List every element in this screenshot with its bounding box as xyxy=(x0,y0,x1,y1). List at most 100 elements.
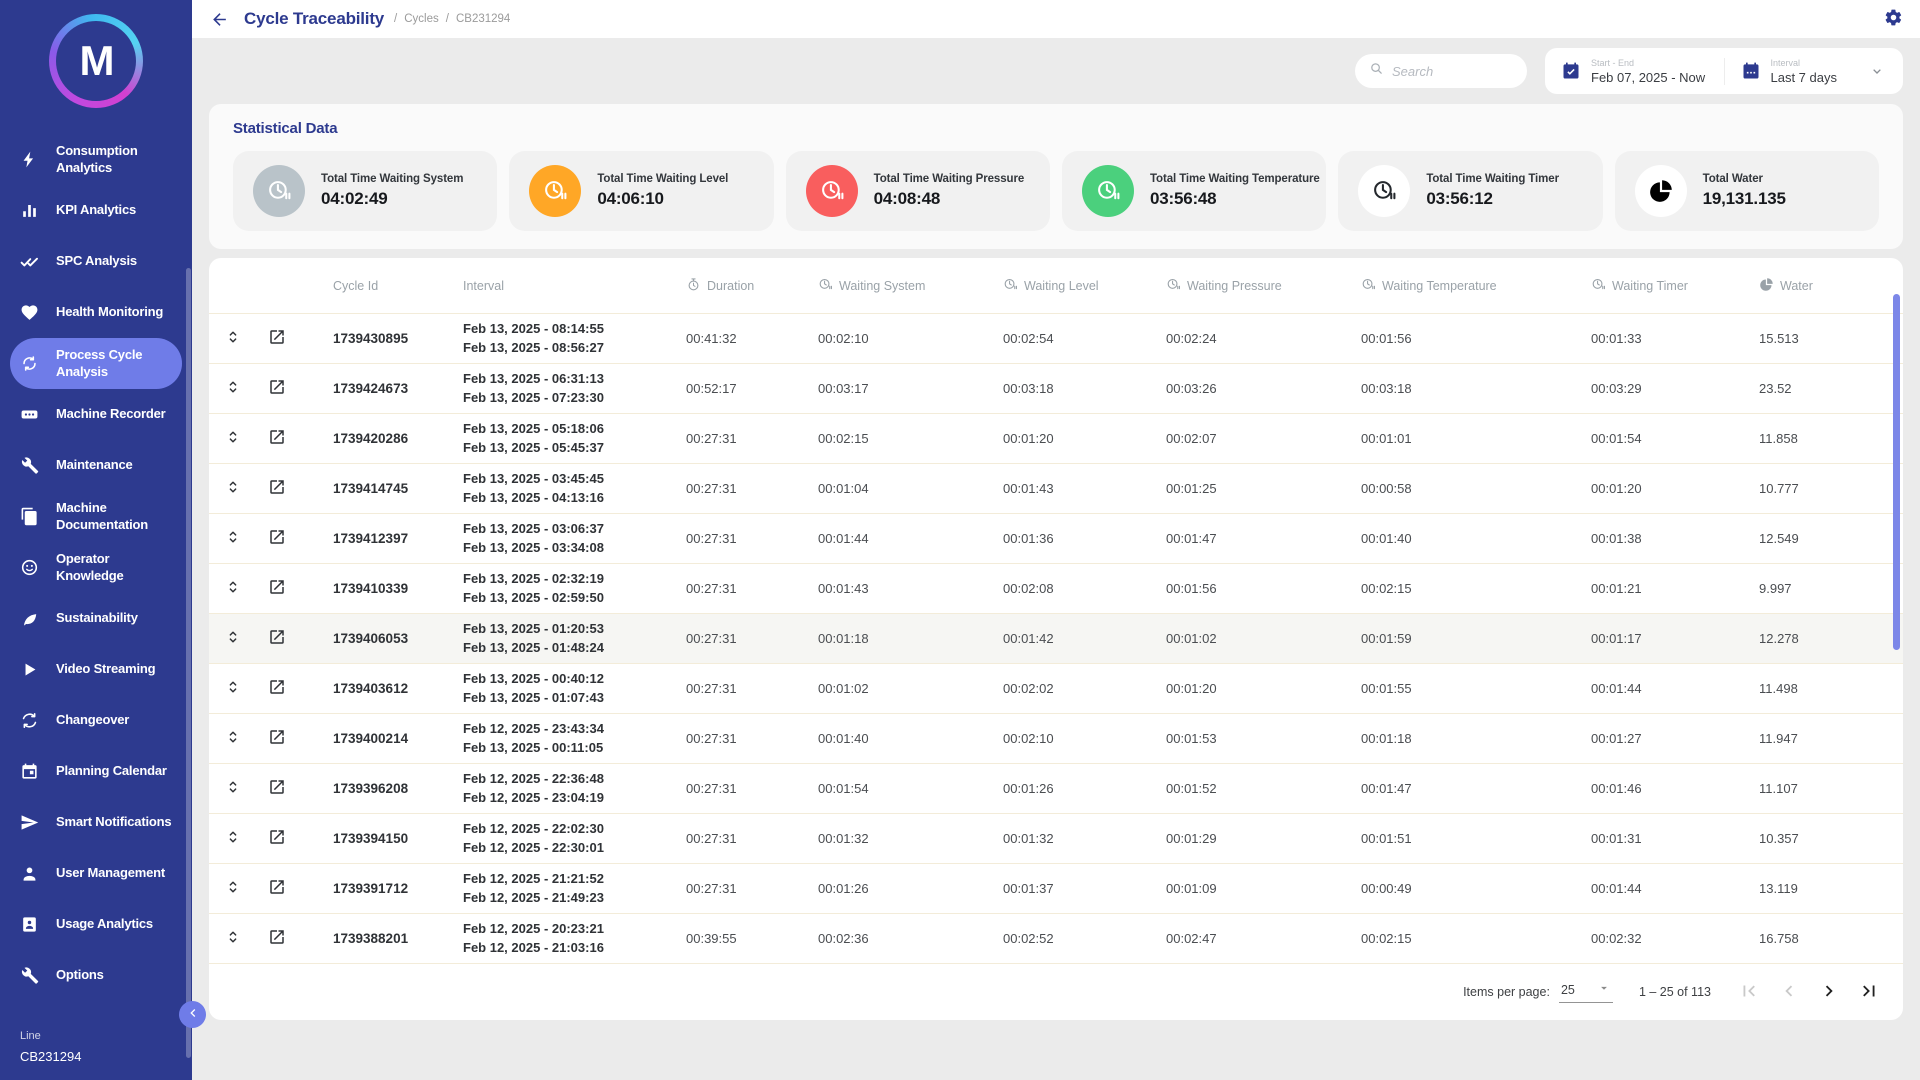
table-row[interactable]: 1739391712 Feb 12, 2025 - 21:21:52 Feb 1… xyxy=(209,864,1903,914)
open-cycle-button[interactable] xyxy=(264,526,290,552)
interval-end: Feb 13, 2025 - 05:45:37 xyxy=(463,439,604,455)
open-cycle-button[interactable] xyxy=(264,926,290,952)
open-cycle-button[interactable] xyxy=(264,776,290,802)
open-cycle-button[interactable] xyxy=(264,426,290,452)
table-row[interactable]: 1739424673 Feb 13, 2025 - 06:31:13 Feb 1… xyxy=(209,364,1903,414)
open-cycle-button[interactable] xyxy=(264,626,290,652)
table-scrollbar[interactable] xyxy=(1893,294,1900,650)
interval-start: Feb 13, 2025 - 05:18:06 xyxy=(463,420,604,436)
open-cycle-button[interactable] xyxy=(264,826,290,852)
interval-end: Feb 13, 2025 - 03:34:08 xyxy=(463,539,604,555)
cell-interval: Feb 13, 2025 - 03:06:37 Feb 13, 2025 - 0… xyxy=(459,520,669,558)
sidebar-item-changeover[interactable]: Changeover xyxy=(10,695,182,746)
expand-row-button[interactable] xyxy=(220,526,246,552)
interval-select[interactable]: Interval Last 7 days xyxy=(1723,57,1904,85)
search-input[interactable] xyxy=(1392,63,1515,79)
cell-waiting-system: 00:02:15 xyxy=(818,431,869,446)
sidebar-item-spc-analysis[interactable]: SPC Analysis xyxy=(10,236,182,287)
unfold-more-icon xyxy=(224,778,242,799)
pagination-buttons xyxy=(1737,980,1881,1004)
expand-row-button[interactable] xyxy=(220,676,246,702)
sidebar-item-planning-calendar[interactable]: Planning Calendar xyxy=(10,746,182,797)
open-cycle-button[interactable] xyxy=(264,376,290,402)
open-cycle-button[interactable] xyxy=(264,476,290,502)
sidebar-collapse-button[interactable] xyxy=(179,1001,206,1028)
filter-toolbar: Start - End Feb 07, 2025 - Now Interval … xyxy=(209,38,1903,104)
operator-icon xyxy=(20,558,56,577)
breadcrumb-cycles[interactable]: Cycles xyxy=(404,13,439,25)
column-header-waiting-pressure: Waiting Pressure xyxy=(1154,277,1349,295)
cell-waiting-level: 00:01:43 xyxy=(1003,481,1054,496)
first-page-button[interactable] xyxy=(1737,980,1761,1004)
wrench-icon xyxy=(20,456,56,475)
open-cycle-button[interactable] xyxy=(264,876,290,902)
table-row[interactable]: 1739420286 Feb 13, 2025 - 05:18:06 Feb 1… xyxy=(209,414,1903,464)
last-page-button[interactable] xyxy=(1857,980,1881,1004)
send-icon xyxy=(20,813,56,832)
expand-row-button[interactable] xyxy=(220,776,246,802)
sidebar-item-maintenance[interactable]: Maintenance xyxy=(10,440,182,491)
open-cycle-button[interactable] xyxy=(264,676,290,702)
sidebar-item-user-management[interactable]: User Management xyxy=(10,848,182,899)
sidebar-item-smart-notifications[interactable]: Smart Notifications xyxy=(10,797,182,848)
open-cycle-button[interactable] xyxy=(264,326,290,352)
open-cycle-button[interactable] xyxy=(264,576,290,602)
expand-row-button[interactable] xyxy=(220,326,246,352)
table-row[interactable]: 1739394150 Feb 12, 2025 - 22:02:30 Feb 1… xyxy=(209,814,1903,864)
previous-page-button[interactable] xyxy=(1777,980,1801,1004)
date-range-picker[interactable]: Start - End Feb 07, 2025 - Now xyxy=(1545,58,1724,85)
open-in-new-icon xyxy=(268,728,286,749)
expand-row-button[interactable] xyxy=(220,726,246,752)
cell-waiting-timer: 00:01:20 xyxy=(1591,481,1642,496)
bar-chart-icon xyxy=(20,201,56,220)
sidebar-item-sustainability[interactable]: Sustainability xyxy=(10,593,182,644)
table-row[interactable]: 1739388201 Feb 12, 2025 - 20:23:21 Feb 1… xyxy=(209,914,1903,964)
unfold-more-icon xyxy=(224,878,242,899)
cell-cycle-id: 1739391712 xyxy=(333,881,409,896)
cell-waiting-pressure: 00:01:56 xyxy=(1166,581,1217,596)
sidebar-item-operator-knowledge[interactable]: Operator Knowledge xyxy=(10,542,182,593)
expand-row-button[interactable] xyxy=(220,826,246,852)
sidebar-item-health-monitoring[interactable]: Health Monitoring xyxy=(10,287,182,338)
sidebar-scrollbar[interactable] xyxy=(186,268,191,1058)
sidebar-item-machine-recorder[interactable]: Machine Recorder xyxy=(10,389,182,440)
next-page-button[interactable] xyxy=(1817,980,1841,1004)
sidebar-item-kpi-analytics[interactable]: KPI Analytics xyxy=(10,185,182,236)
table-row[interactable]: 1739410339 Feb 13, 2025 - 02:32:19 Feb 1… xyxy=(209,564,1903,614)
cell-waiting-timer: 00:01:17 xyxy=(1591,631,1642,646)
expand-row-button[interactable] xyxy=(220,876,246,902)
table-row[interactable]: 1739396208 Feb 12, 2025 - 22:36:48 Feb 1… xyxy=(209,764,1903,814)
clock-pause-icon xyxy=(545,181,567,200)
clock-pause-icon xyxy=(269,181,291,200)
sidebar-item-process-cycle-analysis[interactable]: Process Cycle Analysis xyxy=(10,338,182,389)
stat-card-icon xyxy=(1358,165,1411,217)
sidebar-item-options[interactable]: Options xyxy=(10,950,182,1001)
expand-row-button[interactable] xyxy=(220,376,246,402)
table-row[interactable]: 1739414745 Feb 13, 2025 - 03:45:45 Feb 1… xyxy=(209,464,1903,514)
expand-row-button[interactable] xyxy=(220,926,246,952)
search-box[interactable] xyxy=(1355,54,1527,88)
id-badge-icon xyxy=(20,915,56,934)
items-per-page-select[interactable]: 25 xyxy=(1558,981,1613,1003)
table-row[interactable]: 1739406053 Feb 13, 2025 - 01:20:53 Feb 1… xyxy=(209,614,1903,664)
expand-row-button[interactable] xyxy=(220,626,246,652)
expand-row-button[interactable] xyxy=(220,476,246,502)
expand-row-button[interactable] xyxy=(220,576,246,602)
sidebar-item-video-streaming[interactable]: Video Streaming xyxy=(10,644,182,695)
sidebar-item-usage-analytics[interactable]: Usage Analytics xyxy=(10,899,182,950)
table-row[interactable]: 1739430895 Feb 13, 2025 - 08:14:55 Feb 1… xyxy=(209,314,1903,364)
table-row[interactable]: 1739400214 Feb 12, 2025 - 23:43:34 Feb 1… xyxy=(209,714,1903,764)
column-header-duration: Duration xyxy=(669,277,804,295)
cell-waiting-temperature: 00:01:01 xyxy=(1361,431,1412,446)
table-row[interactable]: 1739403612 Feb 13, 2025 - 00:40:12 Feb 1… xyxy=(209,664,1903,714)
sidebar-item-consumption-analytics[interactable]: Consumption Analytics xyxy=(10,134,182,185)
stat-card-value: 19,131.135 xyxy=(1702,189,1786,208)
sidebar-item-machine-documentation[interactable]: Machine Documentation xyxy=(10,491,182,542)
table-row[interactable]: 1739412397 Feb 13, 2025 - 03:06:37 Feb 1… xyxy=(209,514,1903,564)
open-cycle-button[interactable] xyxy=(264,726,290,752)
back-button[interactable] xyxy=(210,7,234,31)
settings-gear-button[interactable] xyxy=(1882,8,1904,30)
open-in-new-icon xyxy=(268,528,286,549)
expand-row-button[interactable] xyxy=(220,426,246,452)
clock-pause-icon xyxy=(1166,277,1181,295)
